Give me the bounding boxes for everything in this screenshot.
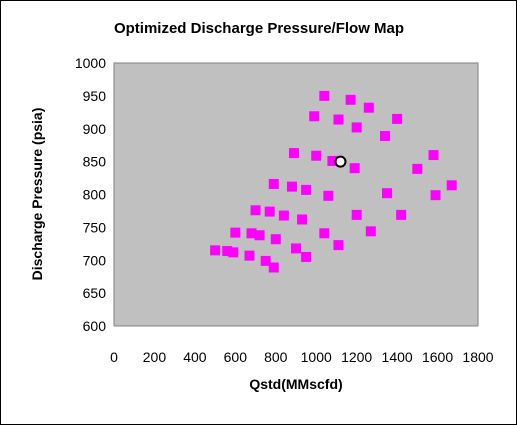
data-point xyxy=(301,251,312,262)
data-point xyxy=(349,163,360,174)
y-tick-label: 1000 xyxy=(75,55,106,71)
plot-area xyxy=(113,62,479,327)
data-point xyxy=(382,188,392,199)
y-tick-label: 950 xyxy=(83,88,107,104)
data-point xyxy=(333,114,344,125)
data-point xyxy=(446,180,457,191)
y-axis-label: Discharge Pressure (psia) xyxy=(29,108,45,281)
data-point xyxy=(301,184,312,195)
y-tick-label: 700 xyxy=(83,252,107,268)
x-tick-label: 600 xyxy=(224,349,248,365)
data-point xyxy=(363,102,374,113)
data-point xyxy=(319,228,330,239)
data-point xyxy=(260,255,271,266)
data-point xyxy=(278,210,289,221)
data-point xyxy=(428,150,439,161)
data-point xyxy=(246,228,257,239)
x-tick-label: 1200 xyxy=(341,349,372,365)
x-tick-label: 400 xyxy=(183,349,207,365)
x-tick-label: 1800 xyxy=(462,349,493,365)
data-point xyxy=(333,240,344,251)
data-point xyxy=(323,190,334,201)
data-point xyxy=(345,94,356,105)
data-point xyxy=(311,150,322,161)
data-point xyxy=(319,90,330,101)
data-point xyxy=(351,122,362,133)
highlight-point xyxy=(334,155,347,168)
chart-title: Optimized Discharge Pressure/Flow Map xyxy=(114,20,404,37)
y-tick-label: 650 xyxy=(83,285,107,301)
x-tick-label: 1000 xyxy=(301,349,332,365)
data-point xyxy=(365,226,376,237)
x-tick-label: 800 xyxy=(264,349,288,365)
data-point xyxy=(244,250,255,261)
data-point xyxy=(250,205,261,216)
data-point xyxy=(396,209,407,220)
x-tick-label: 0 xyxy=(110,349,118,365)
x-tick-label: 1400 xyxy=(382,349,413,365)
data-point xyxy=(392,113,403,124)
x-tick-label: 1600 xyxy=(422,349,453,365)
data-point xyxy=(286,181,297,192)
data-points xyxy=(210,90,457,273)
data-point xyxy=(230,227,241,238)
y-tick-label: 600 xyxy=(83,318,107,334)
data-point xyxy=(430,190,441,201)
data-point xyxy=(379,130,390,141)
data-point xyxy=(288,148,299,159)
y-tick-label: 800 xyxy=(83,187,107,203)
data-point xyxy=(222,246,233,257)
y-tick-label: 750 xyxy=(83,219,107,235)
data-point xyxy=(268,262,279,273)
data-point xyxy=(297,214,308,225)
y-tick-label: 850 xyxy=(83,154,107,170)
y-tick-labels: 600 650 700 750 800 850 900 950 1000 xyxy=(75,55,106,334)
x-tick-labels: 0 200 400 600 800 1000 1200 1400 1600 1800 xyxy=(110,349,494,365)
data-point xyxy=(228,247,239,258)
data-point xyxy=(327,155,338,166)
data-point xyxy=(254,230,265,241)
data-point xyxy=(270,234,281,245)
x-tick-label: 200 xyxy=(143,349,167,365)
data-point xyxy=(268,178,279,189)
data-point xyxy=(291,243,301,254)
y-tick-label: 900 xyxy=(83,121,107,137)
x-axis-label: Qstd(MMscfd) xyxy=(249,376,342,392)
data-point xyxy=(309,111,320,122)
data-point xyxy=(210,245,221,256)
data-point xyxy=(264,206,275,217)
data-point xyxy=(412,163,423,174)
data-point xyxy=(351,209,362,220)
